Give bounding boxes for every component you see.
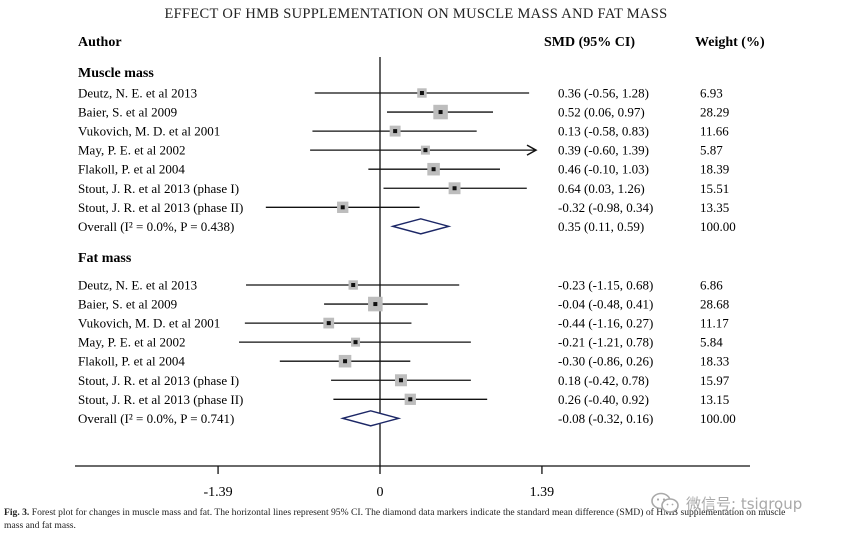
study-label: Flakoll, P. et al 2004 — [78, 354, 185, 369]
watermark-text: 微信号: tsigroup — [686, 494, 803, 513]
ci-value: -0.44 (-1.16, 0.27) — [558, 316, 653, 331]
point-estimate — [340, 205, 345, 210]
x-tick-label: 0 — [377, 485, 384, 500]
wechat-icon — [651, 492, 679, 513]
weight-value: 5.87 — [700, 143, 723, 158]
point-estimate — [343, 359, 348, 364]
ci-value: 0.13 (-0.58, 0.83) — [558, 124, 649, 139]
ci-value: 0.18 (-0.42, 0.78) — [558, 373, 649, 388]
ci-value: -0.21 (-1.21, 0.78) — [558, 335, 653, 350]
ci-value: -0.23 (-1.15, 0.68) — [558, 278, 653, 293]
weight-value: 15.97 — [700, 373, 730, 388]
study-label: Baier, S. et al 2009 — [78, 105, 177, 120]
point-estimate — [326, 321, 331, 326]
weight-value: 28.29 — [700, 105, 729, 120]
weight-value: 18.39 — [700, 162, 729, 177]
point-estimate — [393, 129, 398, 134]
overall-label: Overall (I² = 0.0%, P = 0.438) — [78, 219, 234, 234]
weight-value: 11.66 — [700, 124, 729, 139]
ci-value: -0.30 (-0.86, 0.26) — [558, 354, 653, 369]
point-estimate — [438, 110, 443, 115]
point-estimate — [373, 302, 378, 307]
ci-value: 0.64 (0.03, 1.26) — [558, 181, 645, 196]
ci-value: 0.39 (-0.60, 1.39) — [558, 143, 649, 158]
overall-ci-value: -0.08 (-0.32, 0.16) — [558, 411, 653, 426]
ci-arrow — [526, 144, 538, 156]
smd-column-header: SMD (95% CI) — [544, 35, 635, 50]
study-label: Vukovich, M. D. et al 2001 — [78, 124, 220, 139]
weight-value: 13.15 — [700, 392, 729, 407]
weight-value: 6.86 — [700, 278, 723, 293]
weight-column-header: Weight (%) — [695, 35, 765, 50]
point-estimate — [423, 148, 428, 153]
point-estimate — [353, 340, 358, 345]
point-estimate — [431, 167, 436, 172]
caption-label: Fig. 3. — [4, 507, 30, 518]
overall-diamond — [390, 218, 452, 235]
weight-value: 6.93 — [700, 86, 723, 101]
point-estimate — [408, 397, 413, 402]
watermark: 微信号: tsigroup — [650, 490, 802, 516]
ci-value: 0.46 (-0.10, 1.03) — [558, 162, 649, 177]
weight-value: 5.84 — [700, 335, 723, 350]
x-tick-label: -1.39 — [203, 485, 232, 500]
point-estimate — [452, 186, 457, 191]
study-label: Baier, S. et al 2009 — [78, 297, 177, 312]
study-label: Deutz, N. E. et al 2013 — [78, 86, 197, 101]
ci-value: 0.36 (-0.56, 1.28) — [558, 86, 649, 101]
study-label: May, P. E. et al 2002 — [78, 335, 185, 350]
weight-value: 11.17 — [700, 316, 729, 331]
study-label: May, P. E. et al 2002 — [78, 143, 185, 158]
group-heading-fat-mass: Fat mass — [78, 251, 132, 266]
ci-value: -0.04 (-0.48, 0.41) — [558, 297, 653, 312]
caption-text: Forest plot for changes in muscle mass a… — [4, 507, 786, 531]
group-heading-muscle-mass: Muscle mass — [78, 66, 154, 81]
ci-value: -0.32 (-0.98, 0.34) — [558, 200, 653, 215]
ci-value: 0.26 (-0.40, 0.92) — [558, 392, 649, 407]
figure-caption: Fig. 3. Forest plot for changes in muscl… — [4, 506, 804, 532]
study-label: Stout, J. R. et al 2013 (phase I) — [78, 181, 239, 196]
ci-value: 0.52 (0.06, 0.97) — [558, 105, 645, 120]
study-label: Flakoll, P. et al 2004 — [78, 162, 185, 177]
study-label: Stout, J. R. et al 2013 (phase II) — [78, 392, 243, 407]
author-column-header: Author — [78, 35, 122, 50]
weight-value: 15.51 — [700, 181, 729, 196]
weight-value: 28.68 — [700, 297, 729, 312]
point-estimate — [351, 283, 356, 287]
overall-weight-value: 100.00 — [700, 219, 736, 234]
study-label: Vukovich, M. D. et al 2001 — [78, 316, 220, 331]
overall-diamond — [340, 410, 402, 427]
study-label: Stout, J. R. et al 2013 (phase II) — [78, 200, 243, 215]
x-tick-label: 1.39 — [530, 485, 555, 500]
overall-label: Overall (I² = 0.0%, P = 0.741) — [78, 411, 234, 426]
overall-weight-value: 100.00 — [700, 411, 736, 426]
weight-value: 18.33 — [700, 354, 729, 369]
point-estimate — [419, 91, 424, 95]
overall-ci-value: 0.35 (0.11, 0.59) — [558, 219, 644, 234]
weight-value: 13.35 — [700, 200, 729, 215]
point-estimate — [398, 378, 403, 383]
chart-title: EFFECT OF HMB SUPPLEMENTATION ON MUSCLE … — [165, 6, 668, 22]
study-label: Deutz, N. E. et al 2013 — [78, 278, 197, 293]
study-label: Stout, J. R. et al 2013 (phase I) — [78, 373, 239, 388]
forest-plot: EFFECT OF HMB SUPPLEMENTATION ON MUSCLE … — [75, 6, 765, 500]
